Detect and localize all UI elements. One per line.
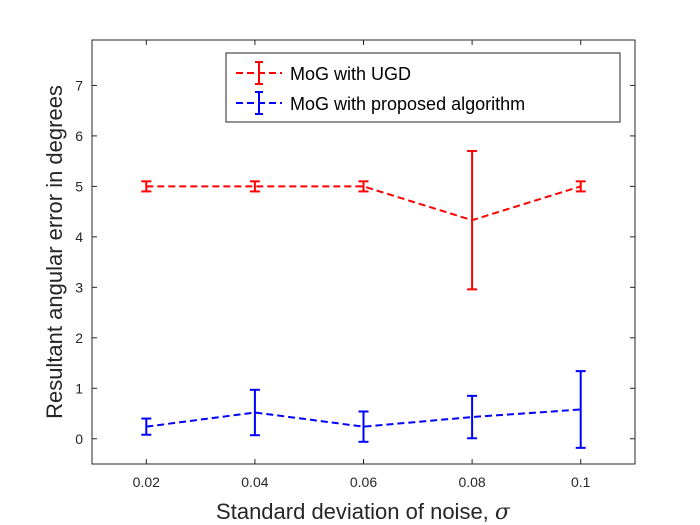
legend-entry-0: MoG with UGD xyxy=(236,61,411,85)
series-1-errorbar-3 xyxy=(467,394,478,440)
series-0-errorbar-2 xyxy=(358,180,369,193)
legend-box xyxy=(225,52,621,123)
x-tick-label-3: 0.08 xyxy=(458,474,485,490)
series-0-errorbar-4 xyxy=(575,180,586,193)
legend: MoG with UGD MoG with proposed algorithm xyxy=(225,52,621,123)
legend-label-0: MoG with UGD xyxy=(290,64,411,84)
x-tick-label-0: 0.02 xyxy=(133,474,160,490)
series-1-errorbar-0 xyxy=(141,417,152,436)
x-tick-label-4: 0.1 xyxy=(571,474,591,490)
series-0-errorbar-1 xyxy=(249,180,260,193)
series-1-line xyxy=(146,408,581,428)
series-layer xyxy=(141,150,586,449)
series-0-errorbar-3 xyxy=(467,150,478,291)
tick-layer: 0.02 0.04 0.06 0.08 0.1 0 1 2 3 4 5 6 7 xyxy=(75,40,635,490)
x-tick-label-2: 0.06 xyxy=(350,474,377,490)
y-tick-label-0: 0 xyxy=(75,431,83,447)
y-tick-label-7: 7 xyxy=(75,77,83,93)
series-0 xyxy=(141,150,586,291)
series-1-errorbar-2 xyxy=(358,410,369,443)
y-tick-label-6: 6 xyxy=(75,128,83,144)
y-tick-label-1: 1 xyxy=(75,380,83,396)
x-axis-label: Standard deviation of noise, σ xyxy=(216,499,511,525)
x-axis-label-text: Standard deviation of noise, xyxy=(216,499,495,524)
y-tick-label-3: 3 xyxy=(75,279,83,295)
series-1-errorbar-1 xyxy=(249,388,260,437)
y-tick-label-2: 2 xyxy=(75,330,83,346)
series-1 xyxy=(141,370,586,449)
x-axis-label-symbol: σ xyxy=(495,500,511,525)
x-tick-label-1: 0.04 xyxy=(241,474,268,490)
y-tick-label-4: 4 xyxy=(75,229,83,245)
legend-entry-1: MoG with proposed algorithm xyxy=(236,91,525,115)
series-0-line xyxy=(146,185,581,222)
legend-label-1: MoG with proposed algorithm xyxy=(290,94,525,114)
series-0-errorbar-0 xyxy=(141,180,152,193)
y-axis-label: Resultant angular error in degrees xyxy=(42,85,67,419)
y-tick-label-5: 5 xyxy=(75,178,83,194)
series-1-errorbar-4 xyxy=(575,370,586,449)
